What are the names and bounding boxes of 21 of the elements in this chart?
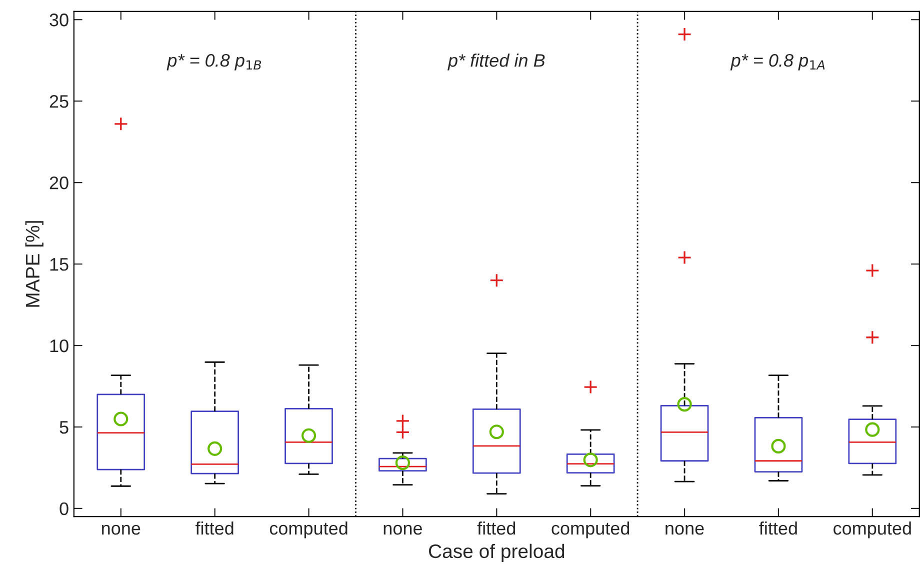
- y-tick-label: 15: [50, 258, 68, 271]
- x-tick-label: none: [102, 524, 140, 535]
- x-tick-label: fitted: [477, 521, 516, 535]
- x-tick-label: fitted: [196, 521, 234, 535]
- x-tick-label: computed: [834, 521, 911, 538]
- x-tick-label: computed: [270, 521, 348, 538]
- annotation: p* = 0.8 p$_{1B}$: [166, 54, 262, 70]
- annotation: p* = 0.8 p$_{1A}$: [730, 54, 825, 70]
- y-tick-label: 30: [50, 14, 68, 26]
- x-tick-label: computed: [552, 521, 630, 538]
- y-tick-label: 10: [50, 339, 68, 352]
- x-tick-label: none: [384, 524, 422, 535]
- y-tick-label: 20: [50, 176, 68, 190]
- x-tick-label: fitted: [759, 521, 797, 535]
- y-tick-label: 5: [60, 421, 68, 434]
- x-tick-label: none: [666, 524, 704, 535]
- y-axis-title: MAPE [%]: [25, 221, 44, 307]
- y-tick-label: 25: [50, 95, 68, 108]
- y-tick-label: 0: [60, 502, 68, 516]
- annotation: p* fitted in B: [448, 54, 545, 70]
- x-axis-title: Case of preload: [429, 544, 564, 562]
